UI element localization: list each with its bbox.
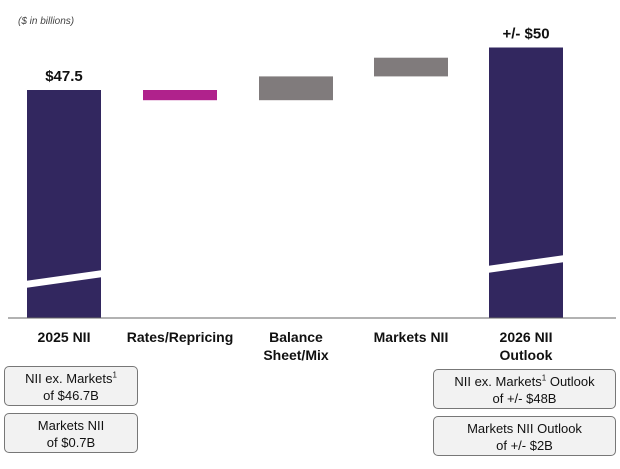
unit-note: ($ in billions) (18, 16, 74, 27)
note-markets-outlook-value: of +/- $2B (496, 438, 553, 453)
note-outlook-suffix: Outlook (546, 374, 595, 389)
note-outlook-value: of +/- $48B (492, 391, 557, 406)
value-label-2025-nii: $47.5 (45, 68, 83, 85)
value-label-2026-nii-outlook: +/- $50 (502, 26, 549, 43)
note-nii-ex-markets-text: NII ex. Markets (25, 371, 113, 386)
note-markets-nii: Markets NII of $0.7B (4, 413, 138, 453)
category-label-balance-sheet-mix-line1: Balance (269, 329, 323, 345)
note-nii-ex-markets-value: of $46.7B (43, 388, 99, 403)
category-label-markets-nii: Markets NII (374, 329, 449, 345)
bar-balance-sheet-mix (259, 76, 333, 101)
note-markets-nii-outlook: Markets NII Outlook of +/- $2B (433, 416, 616, 456)
footnote-marker: 1 (541, 373, 547, 383)
axis-break-2025-nii (25, 270, 103, 288)
category-label-2025-nii: 2025 NII (38, 329, 91, 345)
axis-break-2026-nii-outlook (487, 255, 565, 273)
category-label-rates-repricing: Rates/Repricing (127, 329, 234, 345)
category-label-2026-nii-outlook-line1: 2026 NII (500, 329, 553, 345)
footnote-marker: 1 (112, 370, 117, 380)
note-markets-nii-text: Markets NII (37, 418, 105, 433)
note-outlook-text: NII ex. Markets (454, 374, 542, 389)
bar-rates-repricing (143, 90, 217, 101)
category-label-2026-nii-outlook-line2: Outlook (500, 347, 553, 363)
category-label-balance-sheet-mix-line2: Sheet/Mix (263, 347, 329, 363)
note-markets-nii-value: of $0.7B (46, 435, 96, 450)
note-markets-outlook-text: Markets NII Outlook (467, 421, 582, 436)
bar-2026-nii-outlook (489, 47, 563, 318)
bar-markets-nii (374, 57, 448, 77)
note-nii-ex-markets: NII ex. Markets1 of $46.7B (4, 366, 138, 406)
note-nii-ex-markets-outlook: NII ex. Markets1 Outlook of +/- $48B (433, 369, 616, 409)
